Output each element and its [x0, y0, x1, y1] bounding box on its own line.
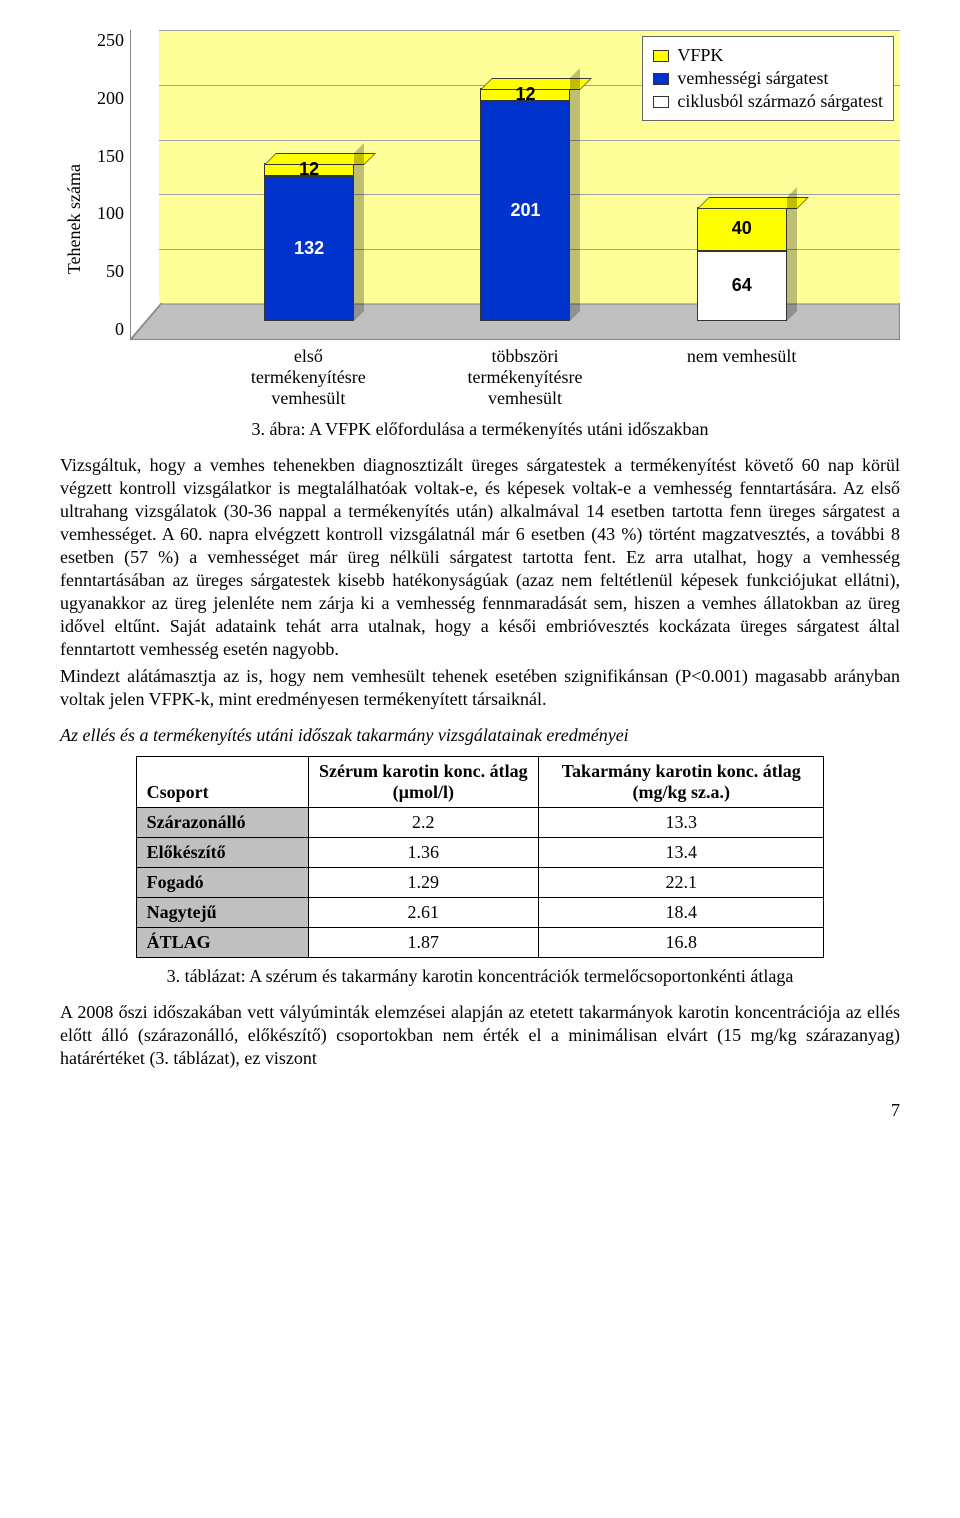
- legend-swatch: [653, 96, 669, 108]
- karotin-table: Csoport Szérum karotin konc. átlag (µmol…: [136, 756, 825, 958]
- bar-segment: 40: [697, 207, 787, 251]
- legend-label: vemhességi sárgatest: [677, 68, 828, 89]
- bar-value-label: 201: [510, 200, 540, 221]
- table-caption: 3. táblázat: A szérum és takarmány karot…: [60, 966, 900, 987]
- legend-label: VFPK: [677, 45, 723, 66]
- legend-swatch: [653, 50, 669, 62]
- legend-label: ciklusból származó sárgatest: [677, 91, 883, 112]
- table-col-header-2: Takarmány karotin konc. átlag (mg/kg sz.…: [539, 757, 824, 808]
- bar-value-label: 132: [294, 238, 324, 259]
- page-number: 7: [60, 1100, 900, 1121]
- section-heading: Az ellés és a termékenyítés utáni idősza…: [60, 725, 900, 746]
- table-row-label: Nagytejű: [136, 898, 308, 928]
- bar-stack: 64 40: [697, 207, 787, 321]
- bar-segment: 64: [697, 251, 787, 321]
- legend-item: ciklusból származó sárgatest: [653, 91, 883, 112]
- table-cell: 18.4: [539, 898, 824, 928]
- table-cell: 1.87: [308, 928, 539, 958]
- table-row-label: ÁTLAG: [136, 928, 308, 958]
- table-cell: 13.3: [539, 808, 824, 838]
- table-cell: 2.2: [308, 808, 539, 838]
- table-cell: 13.4: [539, 838, 824, 868]
- table-row-label: Szárazonálló: [136, 808, 308, 838]
- y-tick-label: 150: [97, 146, 124, 167]
- legend-swatch: [653, 73, 669, 85]
- bar-value-label: 64: [732, 275, 752, 296]
- chart-legend: VFPKvemhességi sárgatestciklusból szárma…: [642, 36, 894, 121]
- bar-value-label: 12: [299, 159, 319, 180]
- y-tick-label: 0: [115, 319, 124, 340]
- body-paragraph-1: Vizsgáltuk, hogy a vemhes tehenekben dia…: [60, 454, 900, 661]
- x-category-label: nem vemhesült: [672, 346, 812, 409]
- bar-segment: 12: [264, 163, 354, 176]
- table-col-header-0: Csoport: [136, 757, 308, 808]
- table-row-label: Fogadó: [136, 868, 308, 898]
- y-tick-label: 50: [106, 261, 124, 282]
- table-row-label: Előkészítő: [136, 838, 308, 868]
- stacked-bar-chart: Tehenek száma 250 200 150 100 50 0 132 12 201 12…: [60, 30, 900, 409]
- table-col-header-1: Szérum karotin konc. átlag (µmol/l): [308, 757, 539, 808]
- body-paragraph-2: Mindezt alátámasztja az is, hogy nem vem…: [60, 665, 900, 711]
- y-axis-title: Tehenek száma: [60, 30, 88, 409]
- table-cell: 1.36: [308, 838, 539, 868]
- table-row: Szárazonálló2.213.3: [136, 808, 824, 838]
- table-cell: 16.8: [539, 928, 824, 958]
- figure-caption: 3. ábra: A VFPK előfordulása a termékeny…: [60, 419, 900, 440]
- table-row: Előkészítő1.3613.4: [136, 838, 824, 868]
- table-row: Fogadó1.2922.1: [136, 868, 824, 898]
- bar-segment: 201: [480, 101, 570, 321]
- bar-segment: 12: [480, 88, 570, 101]
- bar-value-label: 12: [515, 84, 535, 105]
- x-category-label: többszöri termékenyítésre vemhesült: [455, 346, 595, 409]
- y-tick-label: 250: [97, 30, 124, 51]
- bar-stack: 201 12: [480, 88, 570, 321]
- x-category-label: első termékenyítésre vemhesült: [238, 346, 378, 409]
- bar-value-label: 40: [732, 218, 752, 239]
- body-paragraph-3: A 2008 őszi időszakában vett vályúminták…: [60, 1001, 900, 1070]
- plot-area: 132 12 201 12 64 40 VFPKvemhességi sárgatestc…: [130, 30, 900, 340]
- bar-stack: 132 12: [264, 163, 354, 321]
- y-tick-label: 200: [97, 88, 124, 109]
- legend-item: vemhességi sárgatest: [653, 68, 883, 89]
- y-axis-ticks: 250 200 150 100 50 0: [88, 30, 130, 340]
- y-tick-label: 100: [97, 203, 124, 224]
- x-axis-categories: első termékenyítésre vemhesült többszöri …: [130, 340, 900, 409]
- bar-segment: 132: [264, 176, 354, 321]
- table-cell: 1.29: [308, 868, 539, 898]
- table-cell: 22.1: [539, 868, 824, 898]
- table-cell: 2.61: [308, 898, 539, 928]
- table-row: ÁTLAG1.8716.8: [136, 928, 824, 958]
- legend-item: VFPK: [653, 45, 883, 66]
- table-row: Nagytejű2.6118.4: [136, 898, 824, 928]
- table-header-row: Csoport Szérum karotin konc. átlag (µmol…: [136, 757, 824, 808]
- y-axis-title-text: Tehenek száma: [64, 164, 85, 274]
